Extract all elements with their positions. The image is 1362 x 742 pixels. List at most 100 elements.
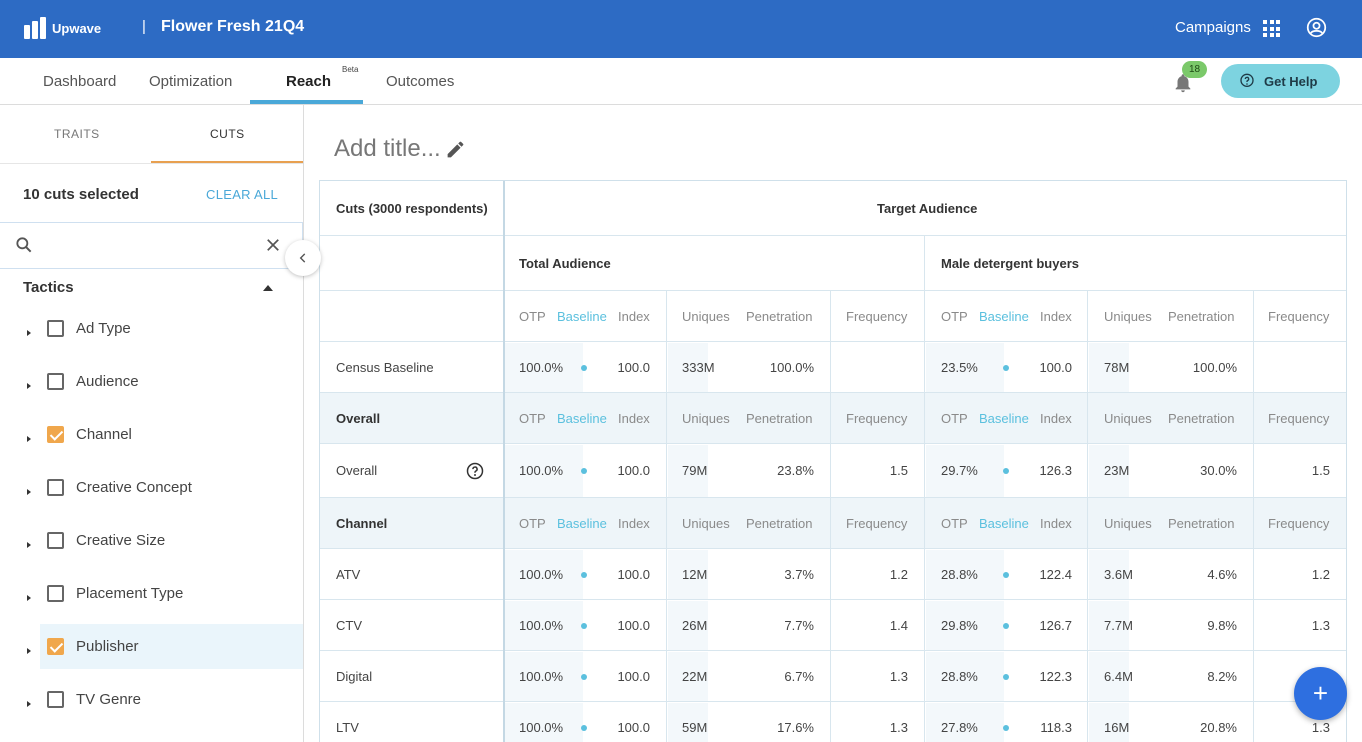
cuts-sidebar: TRAITS CUTS 10 cuts selected CLEAR ALL T… [0, 105, 304, 742]
collapse-caret-icon[interactable] [263, 285, 273, 291]
value-shade [668, 343, 708, 393]
index-value: 122.3 [1039, 668, 1072, 684]
cut-item-publisher[interactable]: Publisher [0, 624, 303, 669]
row-label: CTV [336, 617, 362, 633]
help-circle-icon[interactable] [466, 462, 484, 480]
index-value: 100.0 [617, 566, 650, 582]
metric-header-index: Index [1040, 410, 1072, 426]
cut-item-channel[interactable]: Channel [0, 412, 303, 457]
help-icon [1240, 73, 1254, 87]
metric-header-frequency: Frequency [1268, 308, 1330, 324]
expand-arrow-icon[interactable] [27, 436, 31, 442]
apps-grid-icon[interactable] [1263, 20, 1280, 37]
expand-arrow-icon[interactable] [27, 648, 31, 654]
tactics-group-title[interactable]: Tactics [23, 279, 74, 296]
tab-cuts[interactable]: CUTS [210, 127, 245, 141]
value-shade [505, 445, 583, 498]
otp-value: 100.0% [519, 668, 564, 684]
cuts-search-input[interactable] [0, 222, 303, 269]
cut-item-creative-concept[interactable]: Creative Concept [0, 465, 303, 510]
clear-search-icon[interactable] [264, 236, 282, 254]
cut-checkbox[interactable] [47, 320, 64, 337]
tab-dashboard[interactable]: Dashboard [43, 73, 117, 90]
value-shade [505, 652, 583, 702]
cut-checkbox[interactable] [47, 373, 64, 390]
campaigns-link[interactable]: Campaigns [1175, 19, 1251, 36]
edit-pencil-icon[interactable] [445, 139, 466, 160]
get-help-button[interactable]: Get Help [1221, 64, 1340, 98]
cut-checkbox[interactable] [47, 638, 64, 655]
upwave-logo[interactable]: Upwave [24, 17, 101, 39]
collapse-sidebar-button[interactable] [285, 240, 321, 276]
uniques-value: 7.7M [1104, 617, 1133, 633]
tab-traits[interactable]: TRAITS [54, 127, 100, 141]
metric-header-penetration: Penetration [1168, 515, 1235, 531]
cut-checkbox[interactable] [47, 532, 64, 549]
value-shade [505, 703, 583, 742]
otp-value: 28.8% [941, 668, 978, 684]
metric-header-index: Index [618, 308, 650, 324]
uniques-value: 59M [682, 719, 708, 735]
cut-item-creative-size[interactable]: Creative Size [0, 518, 303, 563]
metric-header-index: Index [618, 410, 650, 426]
main-nav: Dashboard Optimization Reach Beta Outcom… [0, 58, 1362, 105]
metric-header-baseline: Baseline [979, 515, 1029, 531]
expand-arrow-icon[interactable] [27, 542, 31, 548]
metric-header-index: Index [618, 515, 650, 531]
metric-header-baseline: Baseline [557, 308, 607, 324]
expand-arrow-icon[interactable] [27, 595, 31, 601]
baseline-dot [1003, 724, 1009, 731]
clear-all-button[interactable]: CLEAR ALL [206, 187, 279, 202]
cut-item-placement-type[interactable]: Placement Type [0, 571, 303, 616]
otp-value: 23.5% [941, 359, 978, 375]
expand-arrow-icon[interactable] [27, 701, 31, 707]
metric-header-otp: OTP [519, 410, 546, 426]
baseline-dot [581, 364, 587, 371]
beta-badge: Beta [342, 65, 359, 74]
cut-checkbox[interactable] [47, 585, 64, 602]
report-title-input[interactable]: Add title... [334, 135, 441, 162]
title-separator: | [142, 18, 146, 35]
expand-arrow-icon[interactable] [27, 489, 31, 495]
cut-item-audience[interactable]: Audience [0, 359, 303, 404]
cut-item-label: Publisher [76, 638, 139, 655]
notification-count-badge: 18 [1182, 61, 1207, 78]
baseline-dot [581, 571, 587, 578]
frequency-value: 1.4 [889, 617, 908, 633]
metric-header-baseline: Baseline [557, 515, 607, 531]
expand-arrow-icon[interactable] [27, 383, 31, 389]
section-band [320, 393, 1346, 444]
expand-arrow-icon[interactable] [27, 330, 31, 336]
tab-optimization[interactable]: Optimization [149, 73, 233, 90]
index-value: 100.0 [617, 719, 650, 735]
tab-reach[interactable]: Reach [286, 73, 332, 90]
metric-header-penetration: Penetration [746, 308, 813, 324]
metric-header-otp: OTP [941, 308, 968, 324]
header-divider [503, 235, 1346, 236]
cut-checkbox[interactable] [47, 691, 64, 708]
row-divider [320, 650, 1346, 651]
value-shade [926, 652, 1004, 702]
index-value: 100.0 [1039, 359, 1072, 375]
notification-bell-icon[interactable] [1172, 72, 1194, 94]
frequency-value: 1.3 [1311, 719, 1330, 735]
section-label: Overall [336, 410, 381, 426]
cut-checkbox[interactable] [47, 479, 64, 496]
cut-item-label: Creative Concept [76, 479, 192, 496]
metric-header-uniques: Uniques [682, 308, 730, 324]
column-divider [830, 291, 831, 742]
tab-outcomes[interactable]: Outcomes [386, 73, 455, 90]
add-button[interactable]: + [1294, 667, 1347, 720]
cut-checkbox[interactable] [47, 426, 64, 443]
value-shade [505, 343, 583, 393]
user-account-icon[interactable] [1306, 17, 1327, 38]
cut-item-ad-type[interactable]: Ad Type [0, 306, 303, 351]
upwave-logo-icon [24, 17, 46, 39]
cut-item-tv-genre[interactable]: TV Genre [0, 677, 303, 722]
penetration-value: 100.0% [1192, 359, 1237, 375]
value-shade [505, 550, 583, 600]
index-value: 118.3 [1040, 719, 1072, 735]
row-divider [320, 497, 1346, 498]
audience-header-male: Male detergent buyers [941, 256, 1079, 271]
row-divider [320, 548, 1346, 549]
